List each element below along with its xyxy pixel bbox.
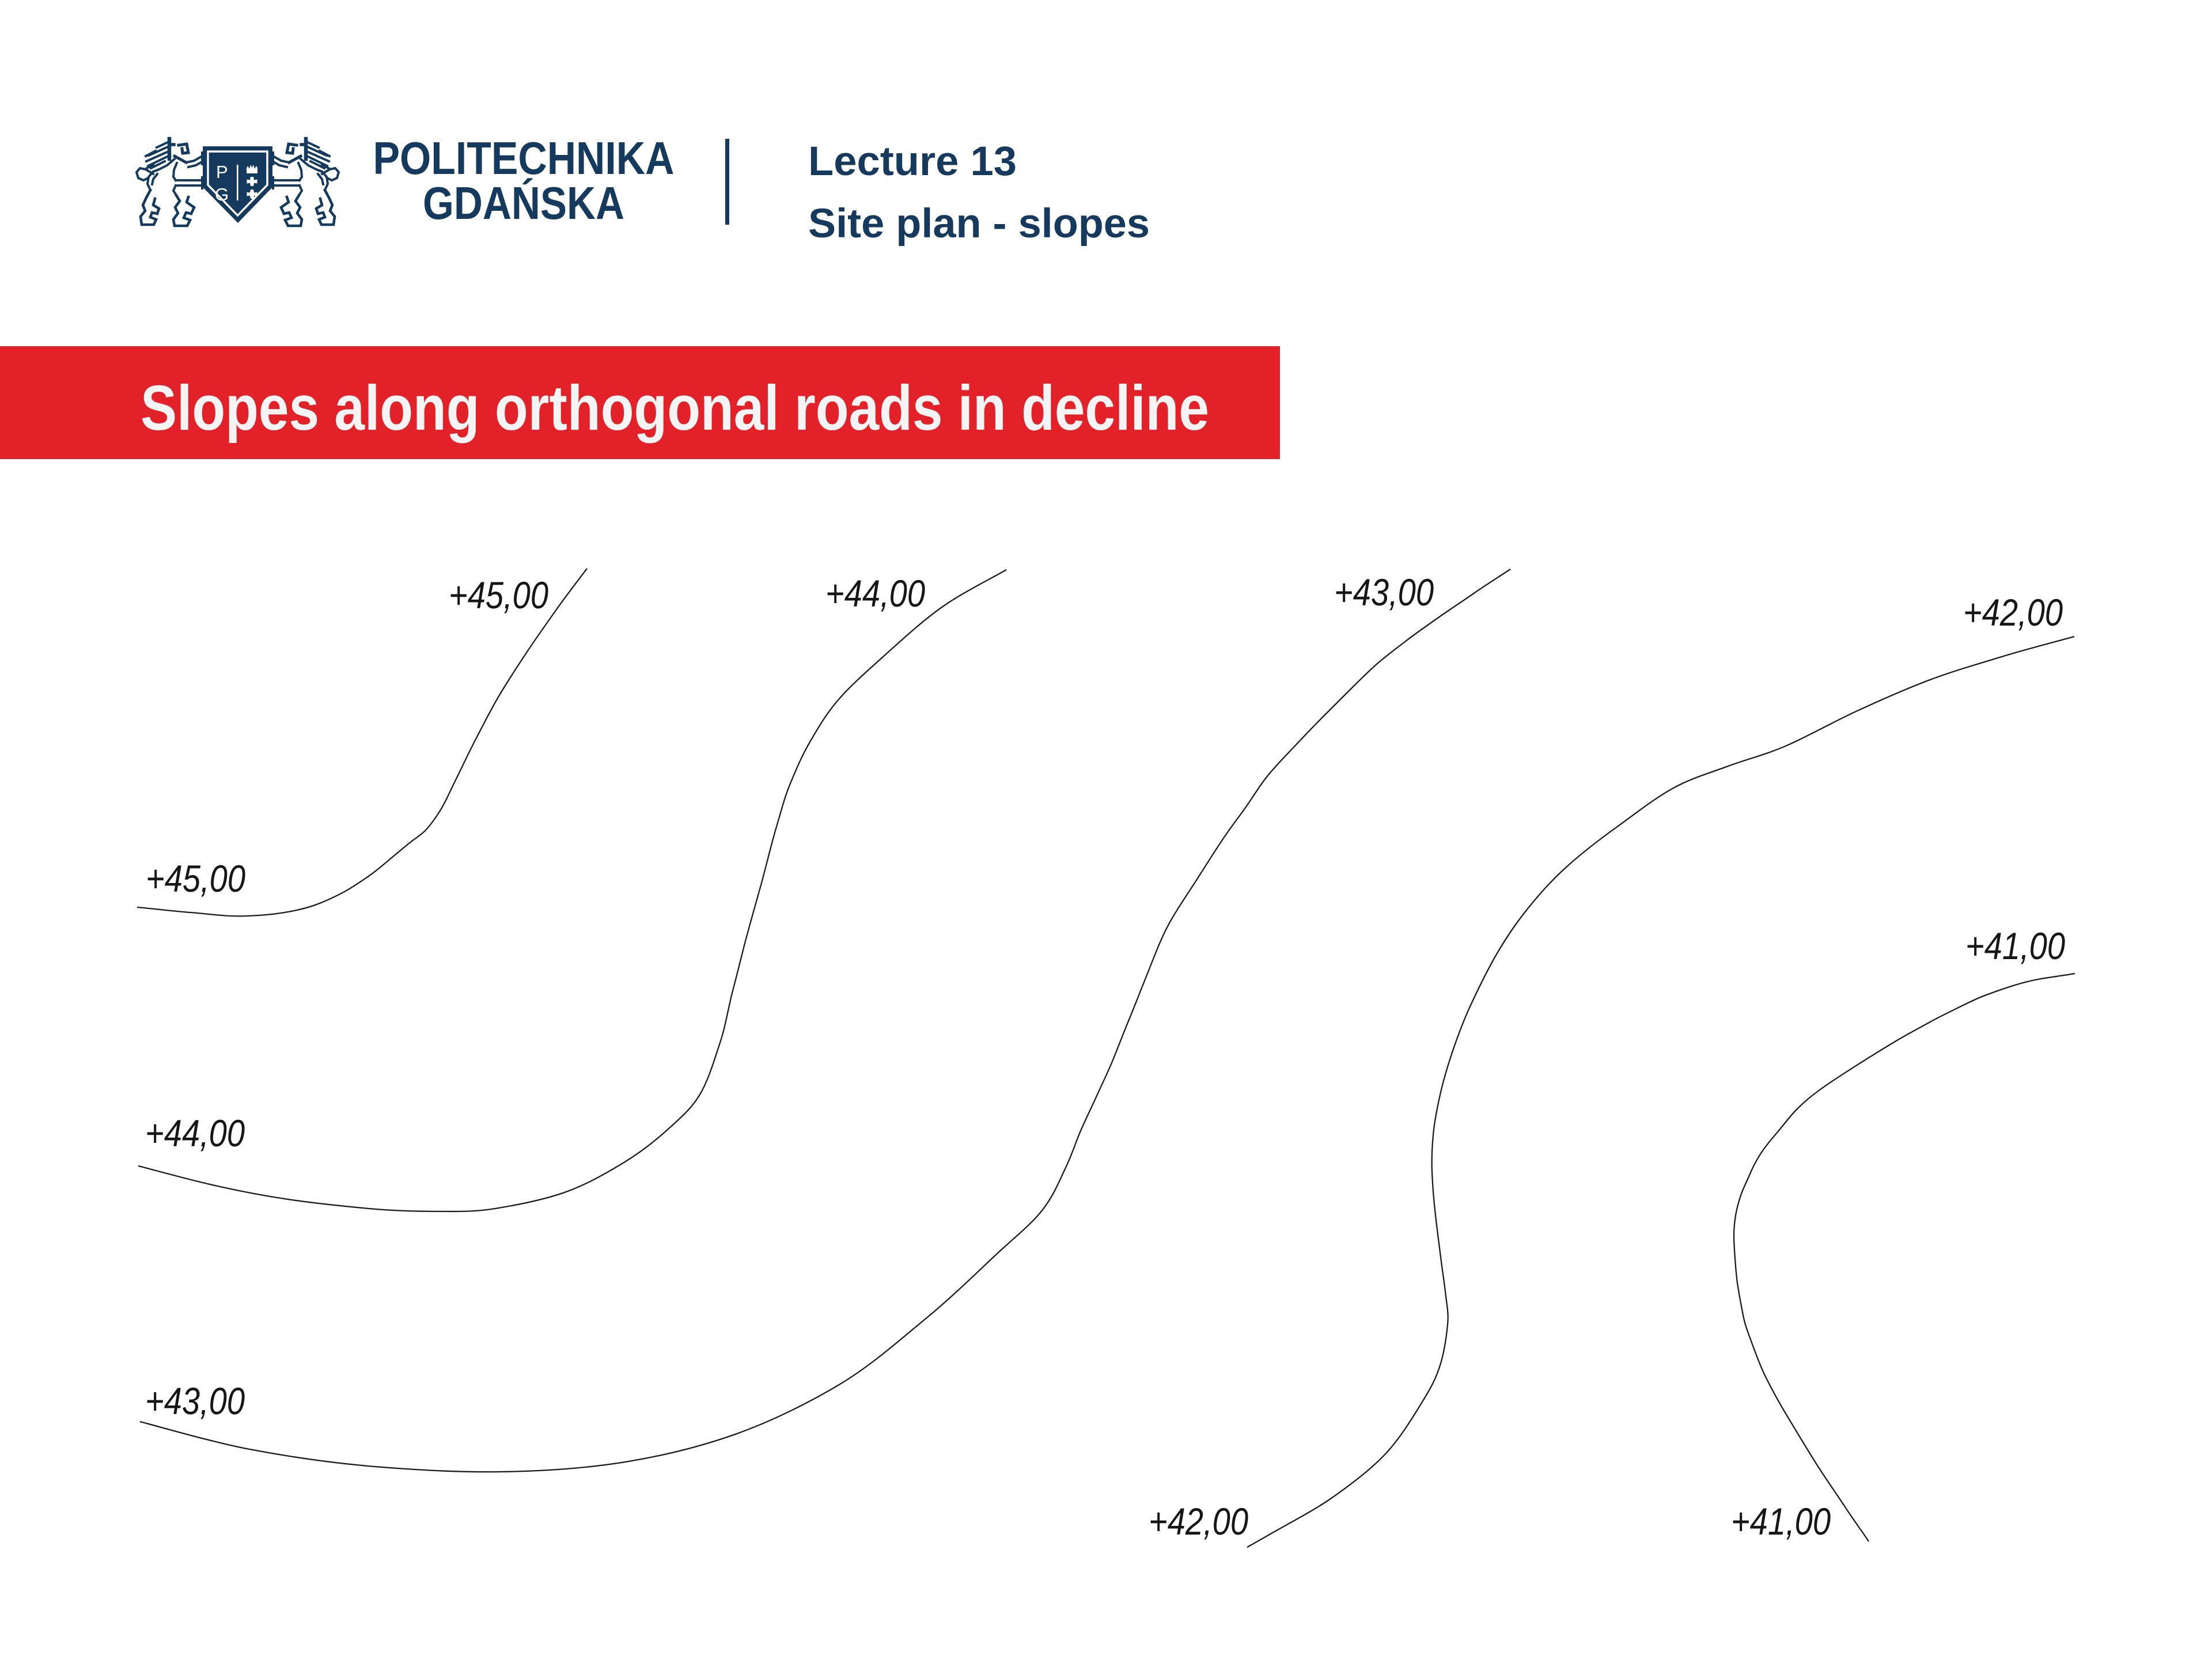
svg-text:POLITECHNIKA: POLITECHNIKA xyxy=(373,132,675,184)
svg-text:+45,00: +45,00 xyxy=(449,574,548,616)
svg-text:+42,00: +42,00 xyxy=(1963,591,2063,634)
svg-text:+43,00: +43,00 xyxy=(1334,571,1434,613)
svg-text:+41,00: +41,00 xyxy=(1965,925,2065,967)
svg-text:P: P xyxy=(216,162,228,182)
svg-text:+41,00: +41,00 xyxy=(1731,1500,1831,1543)
svg-text:Site plan - slopes: Site plan - slopes xyxy=(808,201,1150,247)
svg-text:GDAŃSKA: GDAŃSKA xyxy=(423,177,624,229)
svg-text:+44,00: +44,00 xyxy=(825,572,925,615)
svg-text:+42,00: +42,00 xyxy=(1149,1500,1248,1543)
svg-text:Lecture 13: Lecture 13 xyxy=(808,139,1017,184)
svg-text:G: G xyxy=(215,184,229,204)
svg-text:+43,00: +43,00 xyxy=(145,1380,245,1422)
svg-text:Slopes along orthogonal roads: Slopes along orthogonal roads in decline xyxy=(141,373,1209,444)
svg-text:+44,00: +44,00 xyxy=(145,1112,245,1154)
svg-text:+45,00: +45,00 xyxy=(146,857,245,900)
